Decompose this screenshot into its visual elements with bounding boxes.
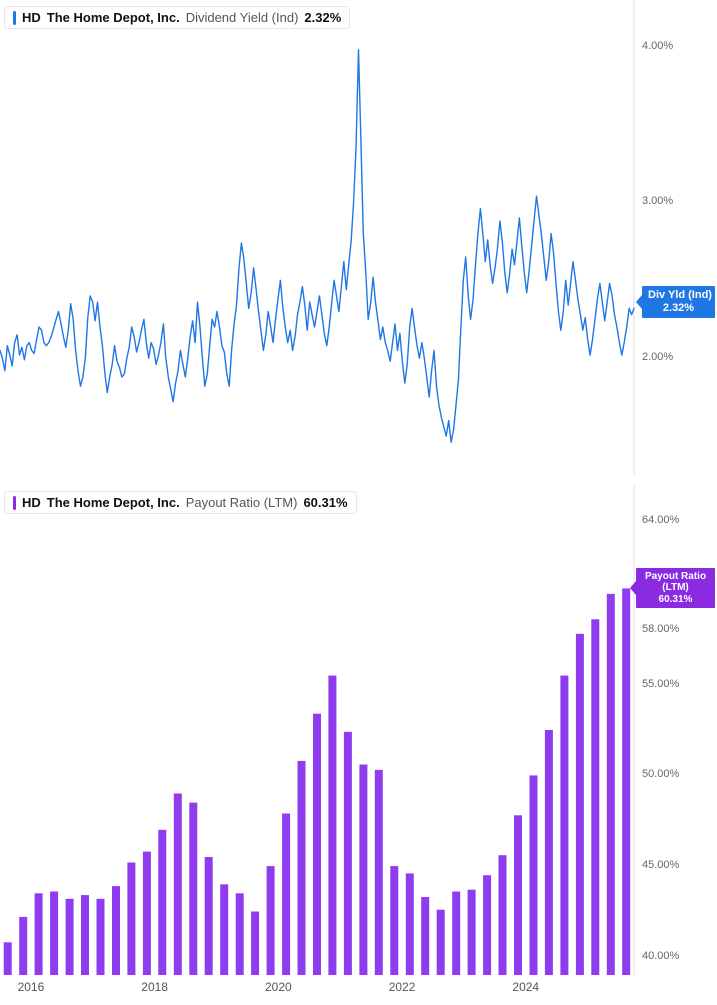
legend-color-bar	[13, 11, 16, 25]
x-tick-label: 2016	[18, 980, 45, 994]
legend-series-value: 60.31%	[303, 495, 347, 510]
y-tick-label: 45.00%	[642, 859, 679, 871]
legend-ticker: HD	[22, 495, 41, 510]
y-tick-label: 64.00%	[642, 514, 679, 526]
y-tick-label: 58.00%	[642, 623, 679, 635]
x-tick-label: 2020	[265, 980, 292, 994]
payout-ratio-panel: HD The Home Depot, Inc. Payout Ratio (LT…	[0, 485, 717, 975]
dividend-yield-panel: HD The Home Depot, Inc. Dividend Yield (…	[0, 0, 717, 475]
payout-ratio-chart[interactable]	[0, 485, 717, 975]
y-tick-label: 55.00%	[642, 678, 679, 690]
legend-color-bar	[13, 496, 16, 510]
dividend-yield-chart[interactable]	[0, 0, 717, 475]
x-tick-label: 2024	[512, 980, 539, 994]
y-tick-label: 40.00%	[642, 950, 679, 962]
legend-series-name: Payout Ratio (LTM)	[186, 495, 298, 510]
x-tick-label: 2022	[389, 980, 416, 994]
y-tick-label: 4.00%	[642, 40, 673, 52]
x-tick-label: 2018	[141, 980, 168, 994]
y-tick-label: 50.00%	[642, 768, 679, 780]
legend-company: The Home Depot, Inc.	[47, 10, 180, 25]
series-tag-div-yld: Div Yld (Ind)2.32%	[642, 286, 715, 317]
y-tick-label: 2.00%	[642, 351, 673, 363]
legend-dividend-yield: HD The Home Depot, Inc. Dividend Yield (…	[4, 6, 350, 29]
legend-company: The Home Depot, Inc.	[47, 495, 180, 510]
legend-payout-ratio: HD The Home Depot, Inc. Payout Ratio (LT…	[4, 491, 357, 514]
legend-ticker: HD	[22, 10, 41, 25]
legend-series-name: Dividend Yield (Ind)	[186, 10, 299, 25]
series-tag-payout: Payout Ratio (LTM)60.31%	[636, 568, 715, 609]
y-tick-label: 3.00%	[642, 195, 673, 207]
legend-series-value: 2.32%	[304, 10, 341, 25]
